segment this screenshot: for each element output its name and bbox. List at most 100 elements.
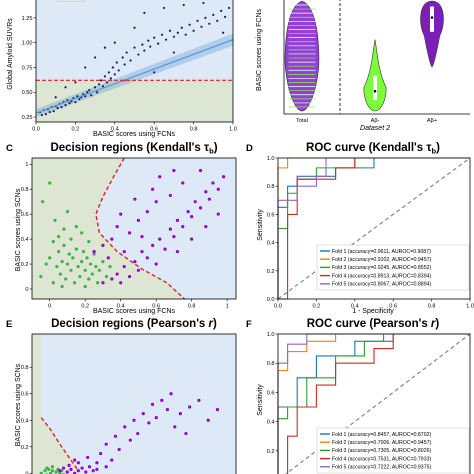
panel-a-point bbox=[88, 89, 91, 92]
panel-e-positive-point bbox=[76, 461, 80, 465]
panel-e-positive-point bbox=[65, 470, 69, 474]
panel-e-negative-point bbox=[58, 471, 62, 474]
panel-a-point bbox=[162, 6, 166, 10]
panel-e: E Decision regions (Pearson's r) 0 0.2 0.4… bbox=[6, 318, 237, 474]
panel-a-ytick-label: 0.25 bbox=[22, 115, 33, 121]
panel-d-xlabel: 1 - Specificity bbox=[352, 308, 394, 315]
panel-e-positive-point bbox=[173, 425, 177, 429]
panel-e-positive-point bbox=[132, 418, 136, 422]
panel-d-roc-curve bbox=[277, 157, 470, 299]
panel-a-point bbox=[149, 45, 152, 48]
panel-e-ytick-label: 0.2 bbox=[21, 445, 29, 451]
panel-d: D ROC curve (Kendall's τb) 0.0 0.2 0.4 0.6 0… bbox=[246, 142, 474, 315]
panel-c-positive-point bbox=[172, 168, 176, 173]
panel-e-title: Decision regions (Pearson's r) bbox=[51, 318, 217, 330]
panel-b-plot-area: Total Aβ- Aβ+ bbox=[283, 0, 470, 124]
panel-a-point bbox=[107, 71, 110, 74]
panel-c-positive-point bbox=[119, 281, 123, 285]
panel-c-positive-point bbox=[207, 197, 211, 201]
panel-a-xtick-label: 0.6 bbox=[150, 127, 158, 133]
panel-e-positive-point bbox=[80, 466, 84, 470]
panel-c-positive-point bbox=[154, 262, 158, 266]
panel-c-negative-point bbox=[53, 218, 57, 222]
panel-a-point bbox=[153, 71, 156, 74]
panel-a-point bbox=[160, 33, 164, 36]
panel-f-legend-label: Fold 1 (accuracy=0.8457, AUROC=0.8702) bbox=[332, 432, 431, 438]
panel-c-negative-point bbox=[60, 284, 64, 289]
panel-c-positive-point bbox=[221, 175, 226, 179]
panel-c-xtick-label: 0 bbox=[48, 304, 51, 310]
panel-c-positive-point bbox=[136, 218, 141, 222]
panel-b-xtick-label: Aβ- bbox=[371, 118, 380, 124]
panel-a-point bbox=[143, 49, 146, 52]
panel-e-positive-point bbox=[117, 447, 121, 452]
panel-a-point bbox=[212, 13, 215, 16]
panel-a-xtick-label: 0.8 bbox=[190, 127, 198, 133]
panel-f-legend-label: Fold 3 (accuracy=0.7305, AUROC=0.8026) bbox=[332, 448, 431, 454]
panel-a-point bbox=[115, 61, 118, 64]
panel-a-point bbox=[184, 33, 187, 36]
panel-c-negative-point bbox=[81, 249, 86, 254]
panel-b-box bbox=[430, 6, 434, 32]
panel-d-ytick-label: 1.0 bbox=[267, 156, 275, 162]
panel-e-ytick-label: 0.8 bbox=[21, 365, 29, 371]
panel-e-positive-point bbox=[141, 412, 145, 416]
panel-e-region-negative bbox=[32, 334, 79, 474]
panel-a-point bbox=[101, 85, 105, 88]
panel-e-positive-point bbox=[95, 467, 99, 471]
panel-e-positive-point bbox=[154, 416, 158, 420]
panel-d-axes-frame bbox=[277, 157, 471, 300]
panel-c-letter: C bbox=[6, 143, 13, 154]
panel-b-ylabel: BASIC scores using FCNs bbox=[256, 8, 263, 91]
panel-d-xtick-label: 0.8 bbox=[428, 304, 436, 310]
panel-a-point bbox=[97, 83, 101, 86]
panel-a-point bbox=[86, 91, 89, 94]
panel-a-point bbox=[109, 77, 112, 80]
panel-c-region-negative bbox=[32, 158, 185, 299]
panel-c-negative-point bbox=[57, 249, 61, 254]
panel-a-point bbox=[121, 56, 124, 59]
panel-c-negative-point bbox=[55, 264, 59, 269]
panel-f-legend-label: Fold 4 (accuracy=0.7531, AUROC=0.7933) bbox=[332, 456, 431, 462]
panel-a-point bbox=[68, 102, 71, 105]
panel-c-positive-point bbox=[198, 168, 203, 173]
panel-a-xtick-label: 0.2 bbox=[72, 127, 80, 133]
panel-f-legend-label: Fold 5 (accuracy=0.7222, AUROC=0.9375) bbox=[332, 465, 431, 471]
panel-c-negative-point bbox=[83, 268, 87, 272]
panel-c-positive-point bbox=[186, 210, 190, 214]
panel-a-point bbox=[192, 29, 195, 32]
panel-c-negative-point bbox=[80, 231, 84, 235]
panel-e-ytick-label: 0 bbox=[25, 471, 28, 474]
panel-d-legend-label: Fold 2 (accuracy=0.9102, AUROC=0.9457) bbox=[332, 257, 431, 263]
panel-d-legend-label: Fold 5 (accuracy=0.8067, AUROC=0.8894) bbox=[332, 282, 431, 288]
panel-a-point bbox=[56, 107, 59, 110]
panel-e-positive-point bbox=[87, 465, 92, 469]
panel-a-point bbox=[157, 42, 160, 45]
panel-d-xtick-label: 0.4 bbox=[351, 304, 359, 310]
panel-f-ytick-label: 0.4 bbox=[267, 420, 275, 426]
panel-a-ytick-label: 1.00 bbox=[22, 41, 33, 47]
panel-c-positive-point bbox=[198, 206, 203, 210]
panel-c-positive-point bbox=[106, 256, 110, 260]
panel-c-negative-point bbox=[72, 281, 77, 285]
panel-a-point bbox=[202, 1, 205, 5]
panel-f-legend-box bbox=[316, 427, 470, 474]
panel-c-negative-point bbox=[65, 210, 70, 214]
panel-c-ytick-label: 0.4 bbox=[21, 237, 29, 243]
panel-c-positive-point bbox=[158, 237, 162, 241]
panel-e-positive-point bbox=[84, 470, 88, 474]
panel-e-positive-point bbox=[113, 434, 118, 438]
panel-c-positive-point bbox=[140, 235, 144, 239]
panel-e-positive-point bbox=[178, 412, 182, 416]
panel-a-point bbox=[172, 35, 175, 38]
panel-e-positive-point bbox=[99, 451, 103, 456]
panel-d-ytick-label: 0.0 bbox=[267, 297, 275, 303]
panel-a-point bbox=[208, 22, 211, 25]
panel-c-negative-point bbox=[41, 200, 45, 204]
panel-a-point bbox=[129, 59, 132, 62]
panel-c-negative-point bbox=[101, 259, 105, 264]
panel-d-xtick-label: 0.6 bbox=[389, 304, 397, 310]
panel-e-negative-point bbox=[54, 470, 58, 474]
panel-d-legend-box bbox=[316, 244, 470, 291]
panel-c-negative-point bbox=[94, 264, 98, 269]
